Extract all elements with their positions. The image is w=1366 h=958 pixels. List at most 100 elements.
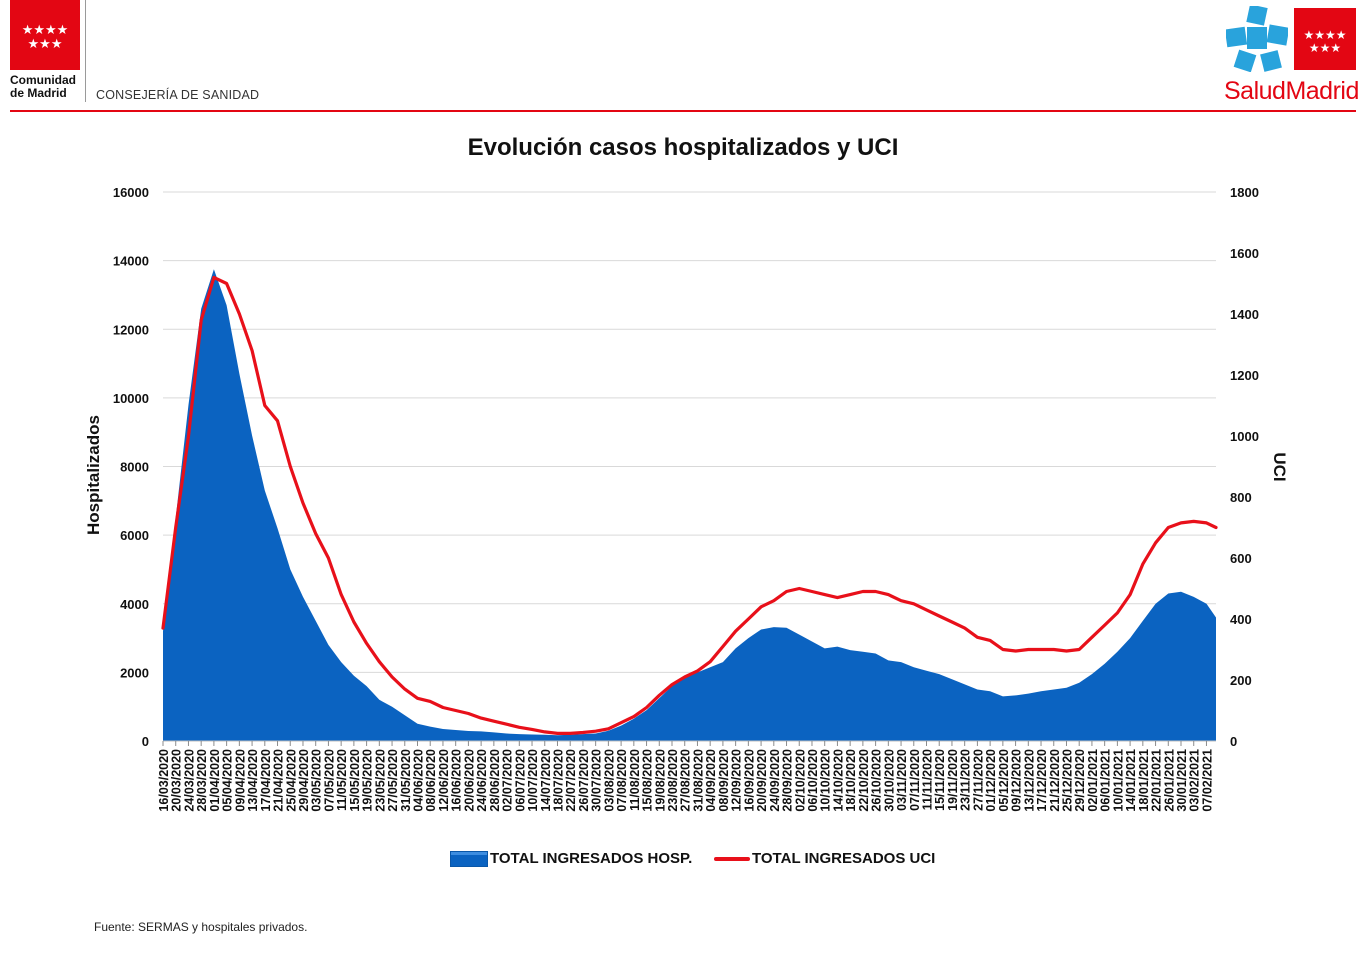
y2-tick-label: 1000 (1230, 429, 1259, 444)
x-tick-label: 12/06/2020 (437, 749, 451, 812)
x-tick-label: 03/08/2020 (602, 749, 616, 812)
x-tick-label: 23/11/2020 (959, 749, 973, 811)
y2-axis-label: UCI (1270, 452, 1289, 481)
y-tick-label: 6000 (120, 528, 149, 543)
x-tick-label: 31/05/2020 (399, 749, 413, 812)
x-tick-label: 01/12/2020 (984, 749, 998, 812)
comunidad-de-madrid-name: Comunidad de Madrid (10, 73, 76, 100)
x-tick-label: 20/09/2020 (755, 749, 769, 812)
x-tick-label: 26/10/2020 (870, 749, 884, 812)
x-tick-label: 06/01/2021 (1099, 749, 1113, 812)
x-tick-label: 26/01/2021 (1162, 749, 1176, 812)
x-tick-label: 28/03/2020 (195, 749, 209, 812)
x-tick-label: 21/04/2020 (272, 749, 286, 812)
x-tick-label: 13/04/2020 (246, 749, 260, 812)
x-tick-label: 19/08/2020 (653, 749, 667, 812)
comunidad-de-madrid-logo: ★★★★ ★★★ Comunidad de Madrid (8, 0, 88, 106)
x-tick-label: 09/04/2020 (233, 749, 247, 812)
x-tick-label: 27/08/2020 (679, 749, 693, 812)
madrid-flag-icon: ★★★★ ★★★ (10, 0, 80, 70)
x-tick-label: 22/07/2020 (564, 749, 578, 812)
x-tick-label: 28/06/2020 (488, 749, 502, 812)
x-tick-label: 03/05/2020 (310, 749, 324, 812)
x-tick-label: 17/04/2020 (259, 749, 273, 812)
svg-text:★★★★: ★★★★ (1303, 28, 1346, 42)
x-tick-label: 15/05/2020 (348, 749, 362, 812)
y2-tick-label: 200 (1230, 673, 1252, 688)
uci-line-series (161, 275, 1218, 736)
x-tick-label: 11/08/2020 (628, 749, 642, 811)
x-tick-label: 25/12/2020 (1061, 749, 1075, 812)
legend-label-uci: TOTAL INGRESADOS UCI (752, 850, 936, 867)
x-tick-label: 18/01/2021 (1137, 749, 1151, 812)
x-tick-label: 19/11/2020 (946, 749, 960, 811)
x-tick-label: 16/09/2020 (742, 749, 756, 812)
salud-madrid-logo: ★★★★ ★★★ SaludMadrid (1222, 4, 1359, 108)
x-tick-label: 11/05/2020 (335, 749, 349, 811)
y2-tick-label: 0 (1230, 734, 1237, 749)
x-tick-label: 20/06/2020 (462, 749, 476, 812)
x-tick-label: 08/09/2020 (717, 749, 731, 812)
y-tick-label: 8000 (120, 460, 149, 475)
x-tick-label: 11/11/2020 (921, 749, 935, 810)
x-tick-label: 08/06/2020 (424, 749, 438, 812)
svg-text:★★★: ★★★ (28, 37, 63, 52)
y-tick-label: 16000 (113, 185, 149, 200)
x-tick-label: 15/11/2020 (933, 749, 947, 811)
x-tick-label: 30/10/2020 (882, 749, 896, 812)
y2-tick-label: 400 (1230, 612, 1252, 627)
x-tick-label: 30/07/2020 (590, 749, 604, 812)
x-tick-label: 07/02/2021 (1201, 749, 1215, 812)
x-tick-label: 25/04/2020 (284, 749, 298, 812)
x-tick-label: 04/06/2020 (412, 749, 426, 812)
x-tick-label: 01/04/2020 (208, 749, 222, 812)
page-header: ★★★★ ★★★ Comunidad de Madrid CONSEJERÍA … (0, 0, 1366, 116)
x-tick-label: 02/10/2020 (793, 749, 807, 812)
x-tick-label: 27/05/2020 (386, 749, 400, 812)
y-tick-label: 14000 (113, 254, 149, 269)
x-tick-label: 03/11/2020 (895, 749, 909, 811)
legend-item-uci: TOTAL INGRESADOS UCI (714, 850, 935, 867)
x-tick-label: 10/01/2021 (1111, 749, 1125, 812)
x-tick-label: 21/12/2020 (1048, 749, 1062, 812)
svg-text:★★★: ★★★ (1309, 41, 1341, 55)
x-tick-label: 05/12/2020 (997, 749, 1011, 812)
x-tick-label: 07/08/2020 (615, 749, 629, 812)
x-tick-label: 16/06/2020 (450, 749, 464, 812)
x-tick-label: 15/08/2020 (641, 749, 655, 812)
salud-madrid-name: SaludMadrid (1224, 77, 1359, 105)
x-tick-label: 04/09/2020 (704, 749, 718, 812)
y-axis-label: Hospitalizados (84, 415, 103, 535)
x-tick-label: 02/07/2020 (501, 749, 515, 812)
salud-madrid-cross-icon (1224, 4, 1290, 73)
legend-swatch-uci (714, 856, 750, 861)
x-tick-label: 10/10/2020 (819, 749, 833, 812)
x-tick-label: 14/07/2020 (539, 749, 553, 812)
header-red-rule (10, 110, 1356, 112)
x-tick-label: 10/07/2020 (526, 749, 540, 812)
y2-tick-label: 1600 (1230, 246, 1259, 261)
uci-line-layer (161, 275, 1218, 736)
y2-tick-label: 600 (1230, 551, 1252, 566)
x-tick-label: 18/07/2020 (552, 749, 566, 812)
hosp-area-series (163, 269, 1216, 741)
x-tick-label: 20/03/2020 (170, 749, 184, 812)
x-tick-label: 29/12/2020 (1073, 749, 1087, 812)
y2-tick-label: 1400 (1230, 307, 1259, 322)
y-tick-label: 12000 (113, 322, 149, 337)
left-axis: 0 2000 4000 6000 8000 10000 12000 14000 16000 (113, 185, 149, 749)
y2-tick-label: 1800 (1230, 185, 1259, 200)
x-tick-label: 18/10/2020 (844, 749, 858, 812)
y2-tick-label: 1200 (1230, 368, 1259, 383)
x-tick-label: 24/03/2020 (183, 749, 197, 812)
x-tick-label: 22/10/2020 (857, 749, 871, 812)
right-axis: 0 200 400 600 800 1000 1200 1400 1600 1800 (1230, 185, 1259, 749)
x-tick-label: 17/12/2020 (1035, 749, 1049, 812)
x-tick-label: 19/05/2020 (361, 749, 375, 812)
salud-madrid-flag-icon: ★★★★ ★★★ (1294, 8, 1356, 70)
header-divider (85, 0, 86, 102)
hosp-area-layer (163, 269, 1216, 741)
x-tick-label: 09/12/2020 (1010, 749, 1024, 812)
x-tick-label: 24/06/2020 (475, 749, 489, 812)
